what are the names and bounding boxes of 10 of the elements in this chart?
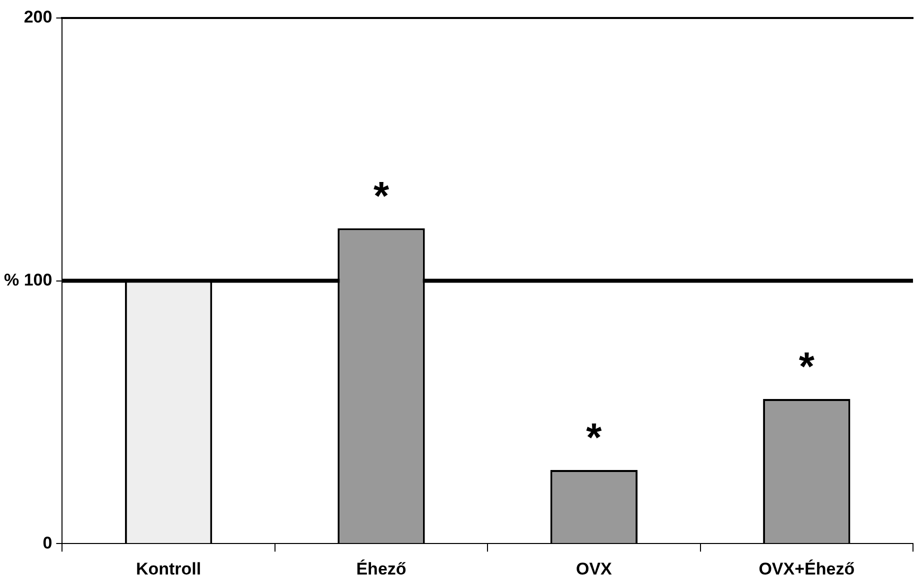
x-tick-label: Kontroll <box>136 559 202 578</box>
annotation: * <box>586 416 602 460</box>
x-tick-label: OVX <box>576 559 613 578</box>
x-tick-label: Éhező <box>356 558 406 578</box>
annotation: * <box>798 345 815 390</box>
y-tick-label: 0 <box>42 533 52 552</box>
x-tick-label: OVX+Éhező <box>758 558 855 578</box>
annotation: * <box>373 174 390 218</box>
y-tick-label: % 100 <box>4 270 52 290</box>
y-tick-label: 200 <box>24 8 52 27</box>
